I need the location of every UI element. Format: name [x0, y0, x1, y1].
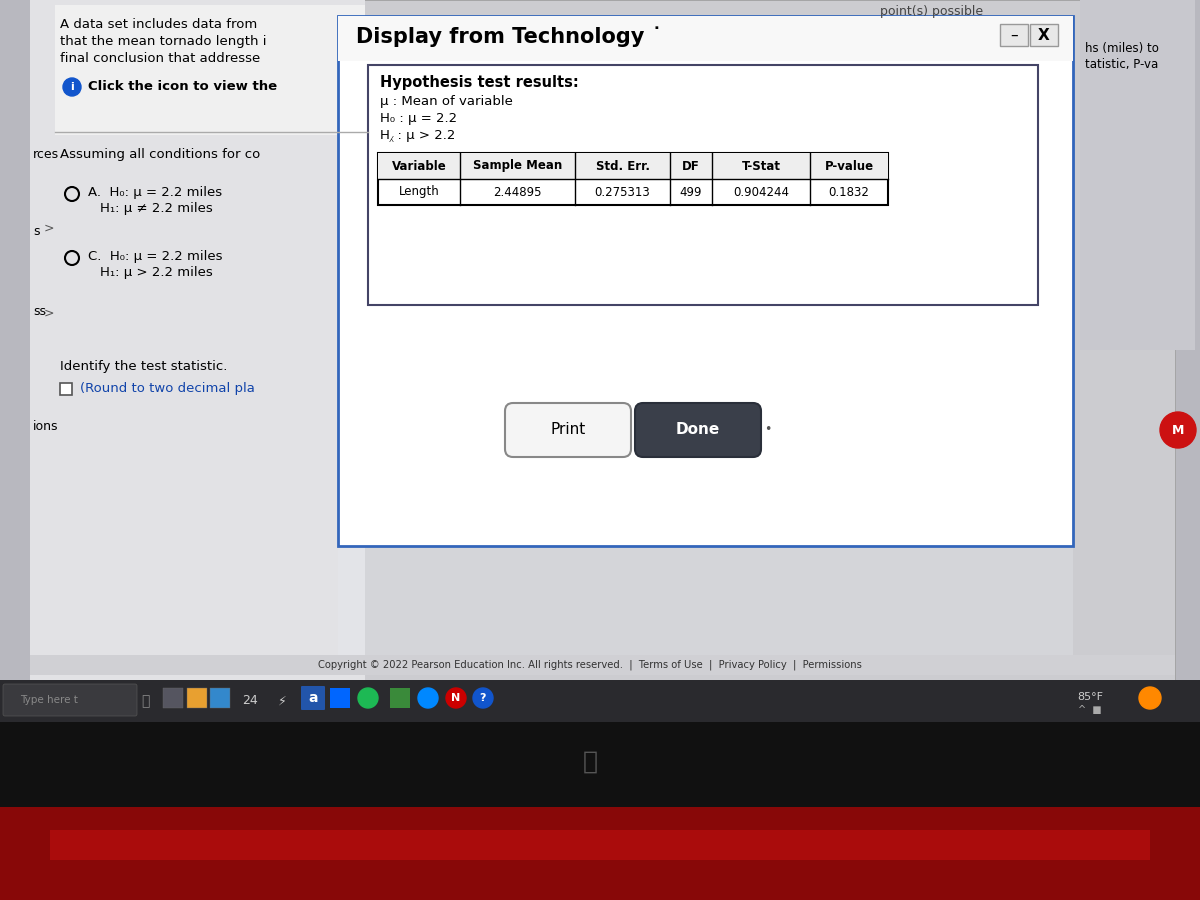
Bar	[368, 65, 1038, 305]
Text: ⚡: ⚡	[278, 695, 287, 707]
Bar	[670, 153, 712, 179]
Text: tatistic, P-va: tatistic, P-va	[1085, 58, 1158, 71]
Text: ions: ions	[34, 420, 59, 433]
Bar	[0, 807, 1200, 900]
Circle shape	[418, 688, 438, 708]
Bar	[378, 153, 888, 205]
Text: –: –	[1010, 28, 1018, 42]
Bar	[30, 0, 365, 695]
Text: DF: DF	[682, 159, 700, 173]
Text: point(s) possible: point(s) possible	[880, 5, 983, 18]
Text: 0.904244: 0.904244	[733, 185, 790, 199]
Text: 0.275313: 0.275313	[595, 185, 650, 199]
Text: ^  ■: ^ ■	[1078, 705, 1102, 715]
FancyBboxPatch shape	[301, 686, 325, 710]
Text: 85°F: 85°F	[1078, 692, 1103, 702]
Bar	[338, 480, 1073, 660]
FancyBboxPatch shape	[1000, 24, 1028, 46]
Text: Click the icon to view the: Click the icon to view the	[88, 80, 277, 93]
Circle shape	[1160, 412, 1196, 448]
Circle shape	[446, 688, 466, 708]
Text: Copyright © 2022 Pearson Education Inc. All rights reserved.  |  Terms of Use  |: Copyright © 2022 Pearson Education Inc. …	[318, 660, 862, 670]
Text: final conclusion that addresse: final conclusion that addresse	[60, 52, 260, 65]
Text: X: X	[1038, 28, 1050, 42]
Text: •: •	[764, 424, 772, 436]
Bar	[163, 688, 182, 708]
Bar	[55, 5, 365, 135]
Text: hs (miles) to: hs (miles) to	[1085, 42, 1159, 55]
Text: 0.1832: 0.1832	[828, 185, 870, 199]
Text: Identify the test statistic.: Identify the test statistic.	[60, 360, 227, 373]
Text: Done: Done	[676, 422, 720, 437]
Circle shape	[64, 78, 82, 96]
Text: Variable: Variable	[391, 159, 446, 173]
Text: Std. Err.: Std. Err.	[595, 159, 649, 173]
Text: N: N	[451, 693, 461, 703]
FancyBboxPatch shape	[2, 684, 137, 716]
Bar	[187, 688, 208, 708]
Text: that the mean tornado length i: that the mean tornado length i	[60, 35, 266, 48]
Text: >: >	[44, 222, 54, 235]
Text: Display from Technology ˙: Display from Technology ˙	[356, 26, 662, 47]
Bar	[30, 655, 1175, 675]
FancyBboxPatch shape	[1030, 24, 1058, 46]
Bar	[712, 153, 810, 179]
Text: rces: rces	[34, 148, 59, 161]
Circle shape	[473, 688, 493, 708]
Bar	[0, 722, 1200, 807]
Text: μ : Mean of variable: μ : Mean of variable	[380, 95, 512, 108]
Circle shape	[1139, 687, 1162, 709]
Text: Print: Print	[551, 422, 586, 437]
Bar	[330, 688, 350, 708]
Bar	[338, 16, 1073, 61]
Text: s: s	[34, 225, 40, 238]
Text: Assuming all conditions for co: Assuming all conditions for co	[60, 148, 260, 161]
Bar	[390, 688, 410, 708]
Circle shape	[358, 688, 378, 708]
FancyBboxPatch shape	[505, 403, 631, 457]
Bar	[1080, 0, 1195, 350]
Text: (Round to two decimal pla: (Round to two decimal pla	[80, 382, 254, 395]
Text: Hypothesis test results:: Hypothesis test results:	[380, 75, 578, 90]
Text: 24: 24	[242, 695, 258, 707]
Text: ?: ?	[480, 693, 486, 703]
Bar	[50, 830, 1150, 860]
Text: M: M	[1172, 424, 1184, 436]
Text: ⌕: ⌕	[140, 694, 149, 708]
Text: P-value: P-value	[824, 159, 874, 173]
Text: H₁: μ > 2.2 miles: H₁: μ > 2.2 miles	[100, 266, 212, 279]
Text: H₀ : μ = 2.2: H₀ : μ = 2.2	[380, 112, 457, 125]
Bar	[378, 153, 460, 179]
FancyBboxPatch shape	[338, 16, 1073, 546]
Bar	[210, 688, 230, 708]
Text: C.  H₀: μ = 2.2 miles: C. H₀: μ = 2.2 miles	[88, 250, 222, 263]
Text: 499: 499	[679, 185, 702, 199]
Text: Length: Length	[398, 185, 439, 199]
Bar	[575, 153, 670, 179]
Text: H⁁ : μ > 2.2: H⁁ : μ > 2.2	[380, 129, 455, 142]
Bar	[0, 680, 1200, 722]
Text: ss: ss	[34, 305, 46, 318]
Text: Type here t: Type here t	[20, 695, 78, 705]
Text: a: a	[308, 691, 318, 705]
Text: i: i	[70, 82, 74, 92]
Text: >: >	[44, 307, 54, 320]
Bar	[30, 0, 1175, 695]
FancyBboxPatch shape	[635, 403, 761, 457]
Bar	[460, 153, 575, 179]
Text: A.  H₀: μ = 2.2 miles: A. H₀: μ = 2.2 miles	[88, 186, 222, 199]
Text: Sample Mean: Sample Mean	[473, 159, 562, 173]
Text: Ⓢ: Ⓢ	[582, 750, 598, 774]
Text: T-Stat: T-Stat	[742, 159, 780, 173]
Bar	[0, 0, 1200, 700]
Text: A data set includes data from: A data set includes data from	[60, 18, 257, 31]
Bar	[60, 383, 72, 395]
Bar	[810, 153, 888, 179]
Text: H₁: μ ≠ 2.2 miles: H₁: μ ≠ 2.2 miles	[100, 202, 212, 215]
Text: 2.44895: 2.44895	[493, 185, 541, 199]
